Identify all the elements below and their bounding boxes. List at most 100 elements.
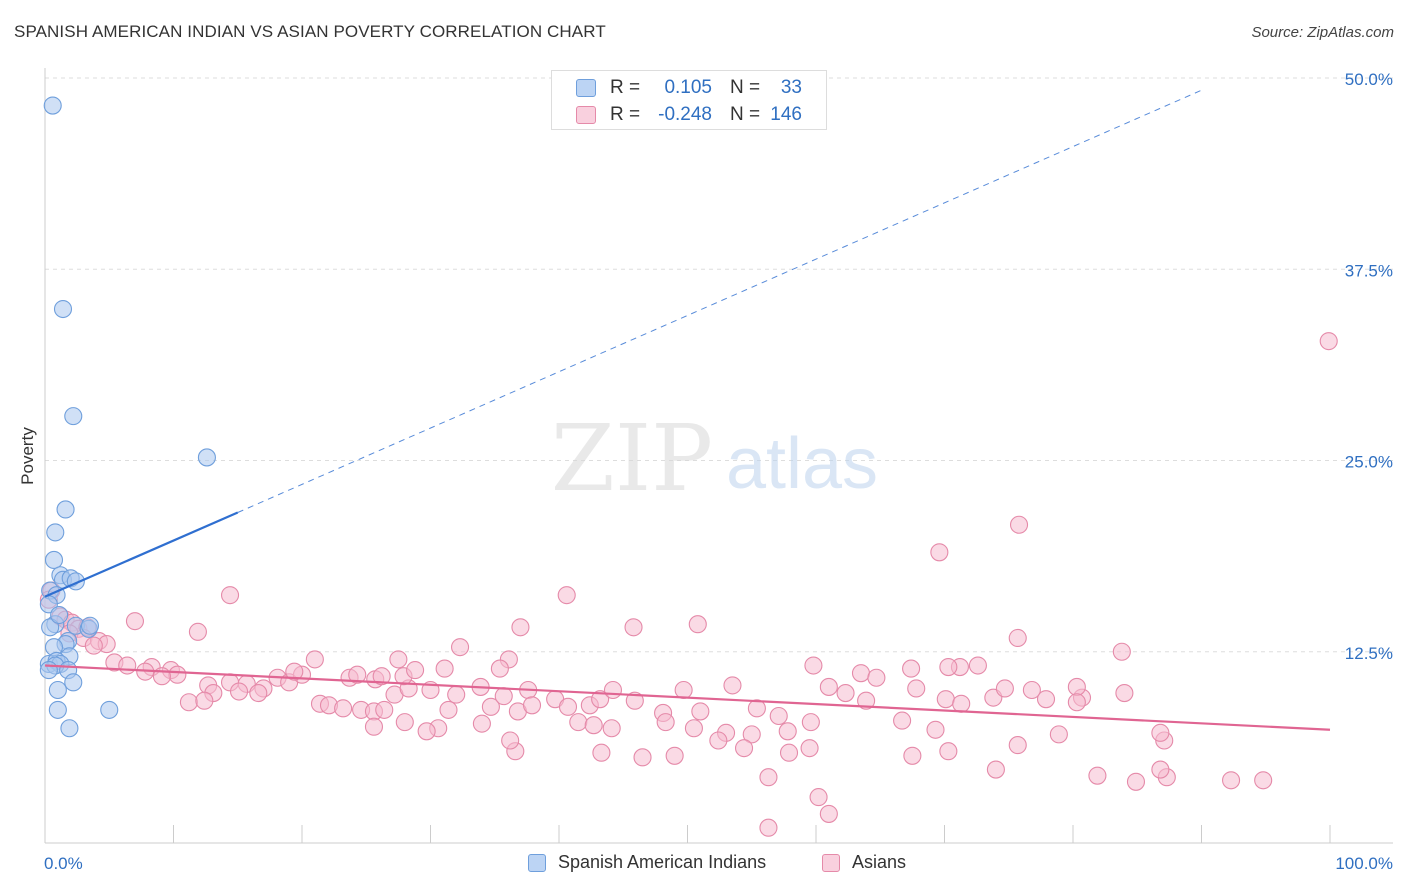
stats-row-asians: R = -0.248 N = 146 [552,102,828,128]
asian-point [625,691,644,710]
asian-point [220,586,240,605]
asian-point [939,657,958,677]
asian-point [125,612,144,631]
asian-point [688,615,707,634]
asian-point [809,788,828,807]
asian-point [584,716,603,735]
asian-point [375,700,394,719]
y-tick-label: 25.0% [1345,453,1393,472]
legend-item-spanish-american-indians[interactable]: Spanish American Indians [528,852,766,873]
spanish-american-indian-point [80,616,100,635]
legend-label: Asians [852,852,907,872]
r-value: -0.248 [658,104,712,125]
asian-point [1049,725,1068,744]
asian-point [779,743,799,762]
asian-point [1009,515,1029,534]
asian-point [709,731,728,750]
y-tick-label: 37.5% [1345,261,1393,280]
asian-point [435,659,454,678]
asian-point [603,680,623,700]
asian-point [501,731,520,750]
watermark-zip: ZIP [551,405,713,512]
spanish-american-indian-point [100,700,119,719]
watermark-atlas: atlas [726,424,878,504]
asian-point [1112,642,1131,661]
spanish-american-indians-points [39,96,216,738]
asian-point [591,690,610,709]
watermark: ZIP atlas [551,405,878,512]
asian-point [395,713,414,732]
asian-point [778,722,797,741]
asian-point [188,622,207,641]
asian-point [857,691,876,710]
asian-point [656,713,675,732]
spanish-american-indian-point [64,407,83,426]
spanish-american-indian-point [48,680,67,700]
asian-point [1008,628,1027,648]
asian-point [168,665,187,684]
asian-point [769,706,788,726]
asian-point [665,746,684,765]
asian-point [1222,771,1241,790]
legend-label: Spanish American Indians [558,852,767,872]
x-tick-label-end: 100.0% [1335,854,1393,873]
spanish-american-indian-point [44,550,64,570]
spanish-american-indian-point [64,673,83,692]
asian-point [348,665,367,684]
spanish-american-indian-point [46,523,65,542]
asian-point [995,679,1014,698]
asian-point [930,543,949,562]
asian-point [939,742,958,761]
spanish-american-indians-trendline [44,511,239,598]
asian-point [472,714,491,733]
r-label: R = [610,104,641,125]
source-label: Source: ZipAtlas.com [1251,24,1394,41]
asian-point [1067,693,1086,712]
pink-swatch [576,106,596,124]
asian-point [968,656,987,675]
asian-point [742,725,761,744]
asians-trendline [44,664,1331,731]
n-label: N = [730,104,761,125]
asian-point [633,748,652,767]
asian-point [494,687,513,706]
asian-point [447,685,466,704]
asian-point [836,684,855,703]
asian-point [118,656,137,675]
asian-point [1254,771,1273,790]
asian-point [84,636,103,655]
asian-point [406,661,425,680]
asian-point [558,697,578,716]
asian-point [926,720,945,739]
asian-point [734,739,754,758]
asian-point [624,618,643,637]
asian-point [249,684,268,703]
spanish-american-indian-point [43,96,62,115]
asian-point [800,739,819,758]
spanish-american-indian-point [48,700,67,719]
asian-point [1151,760,1170,779]
asian-point [439,700,458,719]
stats-row-spanish-american-indians: R = 0.105 N = 33 [552,75,828,101]
asian-point [986,760,1005,779]
y-tick-label: 50.0% [1345,70,1393,89]
asian-point [305,650,324,669]
chart-title: SPANISH AMERICAN INDIAN VS ASIAN POVERTY… [14,22,606,41]
asian-point [389,650,408,669]
asian-point [684,719,703,738]
asian-point [674,680,693,700]
asian-point [229,682,249,701]
asian-point [1151,723,1170,742]
grid-layer [45,77,1393,653]
legend-item-asians[interactable]: Asians [822,852,906,873]
asian-point [1067,677,1086,696]
asian-point [364,717,384,736]
spanish-american-indians-trend-extension [237,89,1202,513]
asian-point [490,659,509,678]
asian-point [804,656,823,675]
asian-point [1115,684,1134,703]
spanish-american-indian-point [50,605,69,625]
asian-point [819,677,838,696]
pink-swatch [822,853,840,872]
